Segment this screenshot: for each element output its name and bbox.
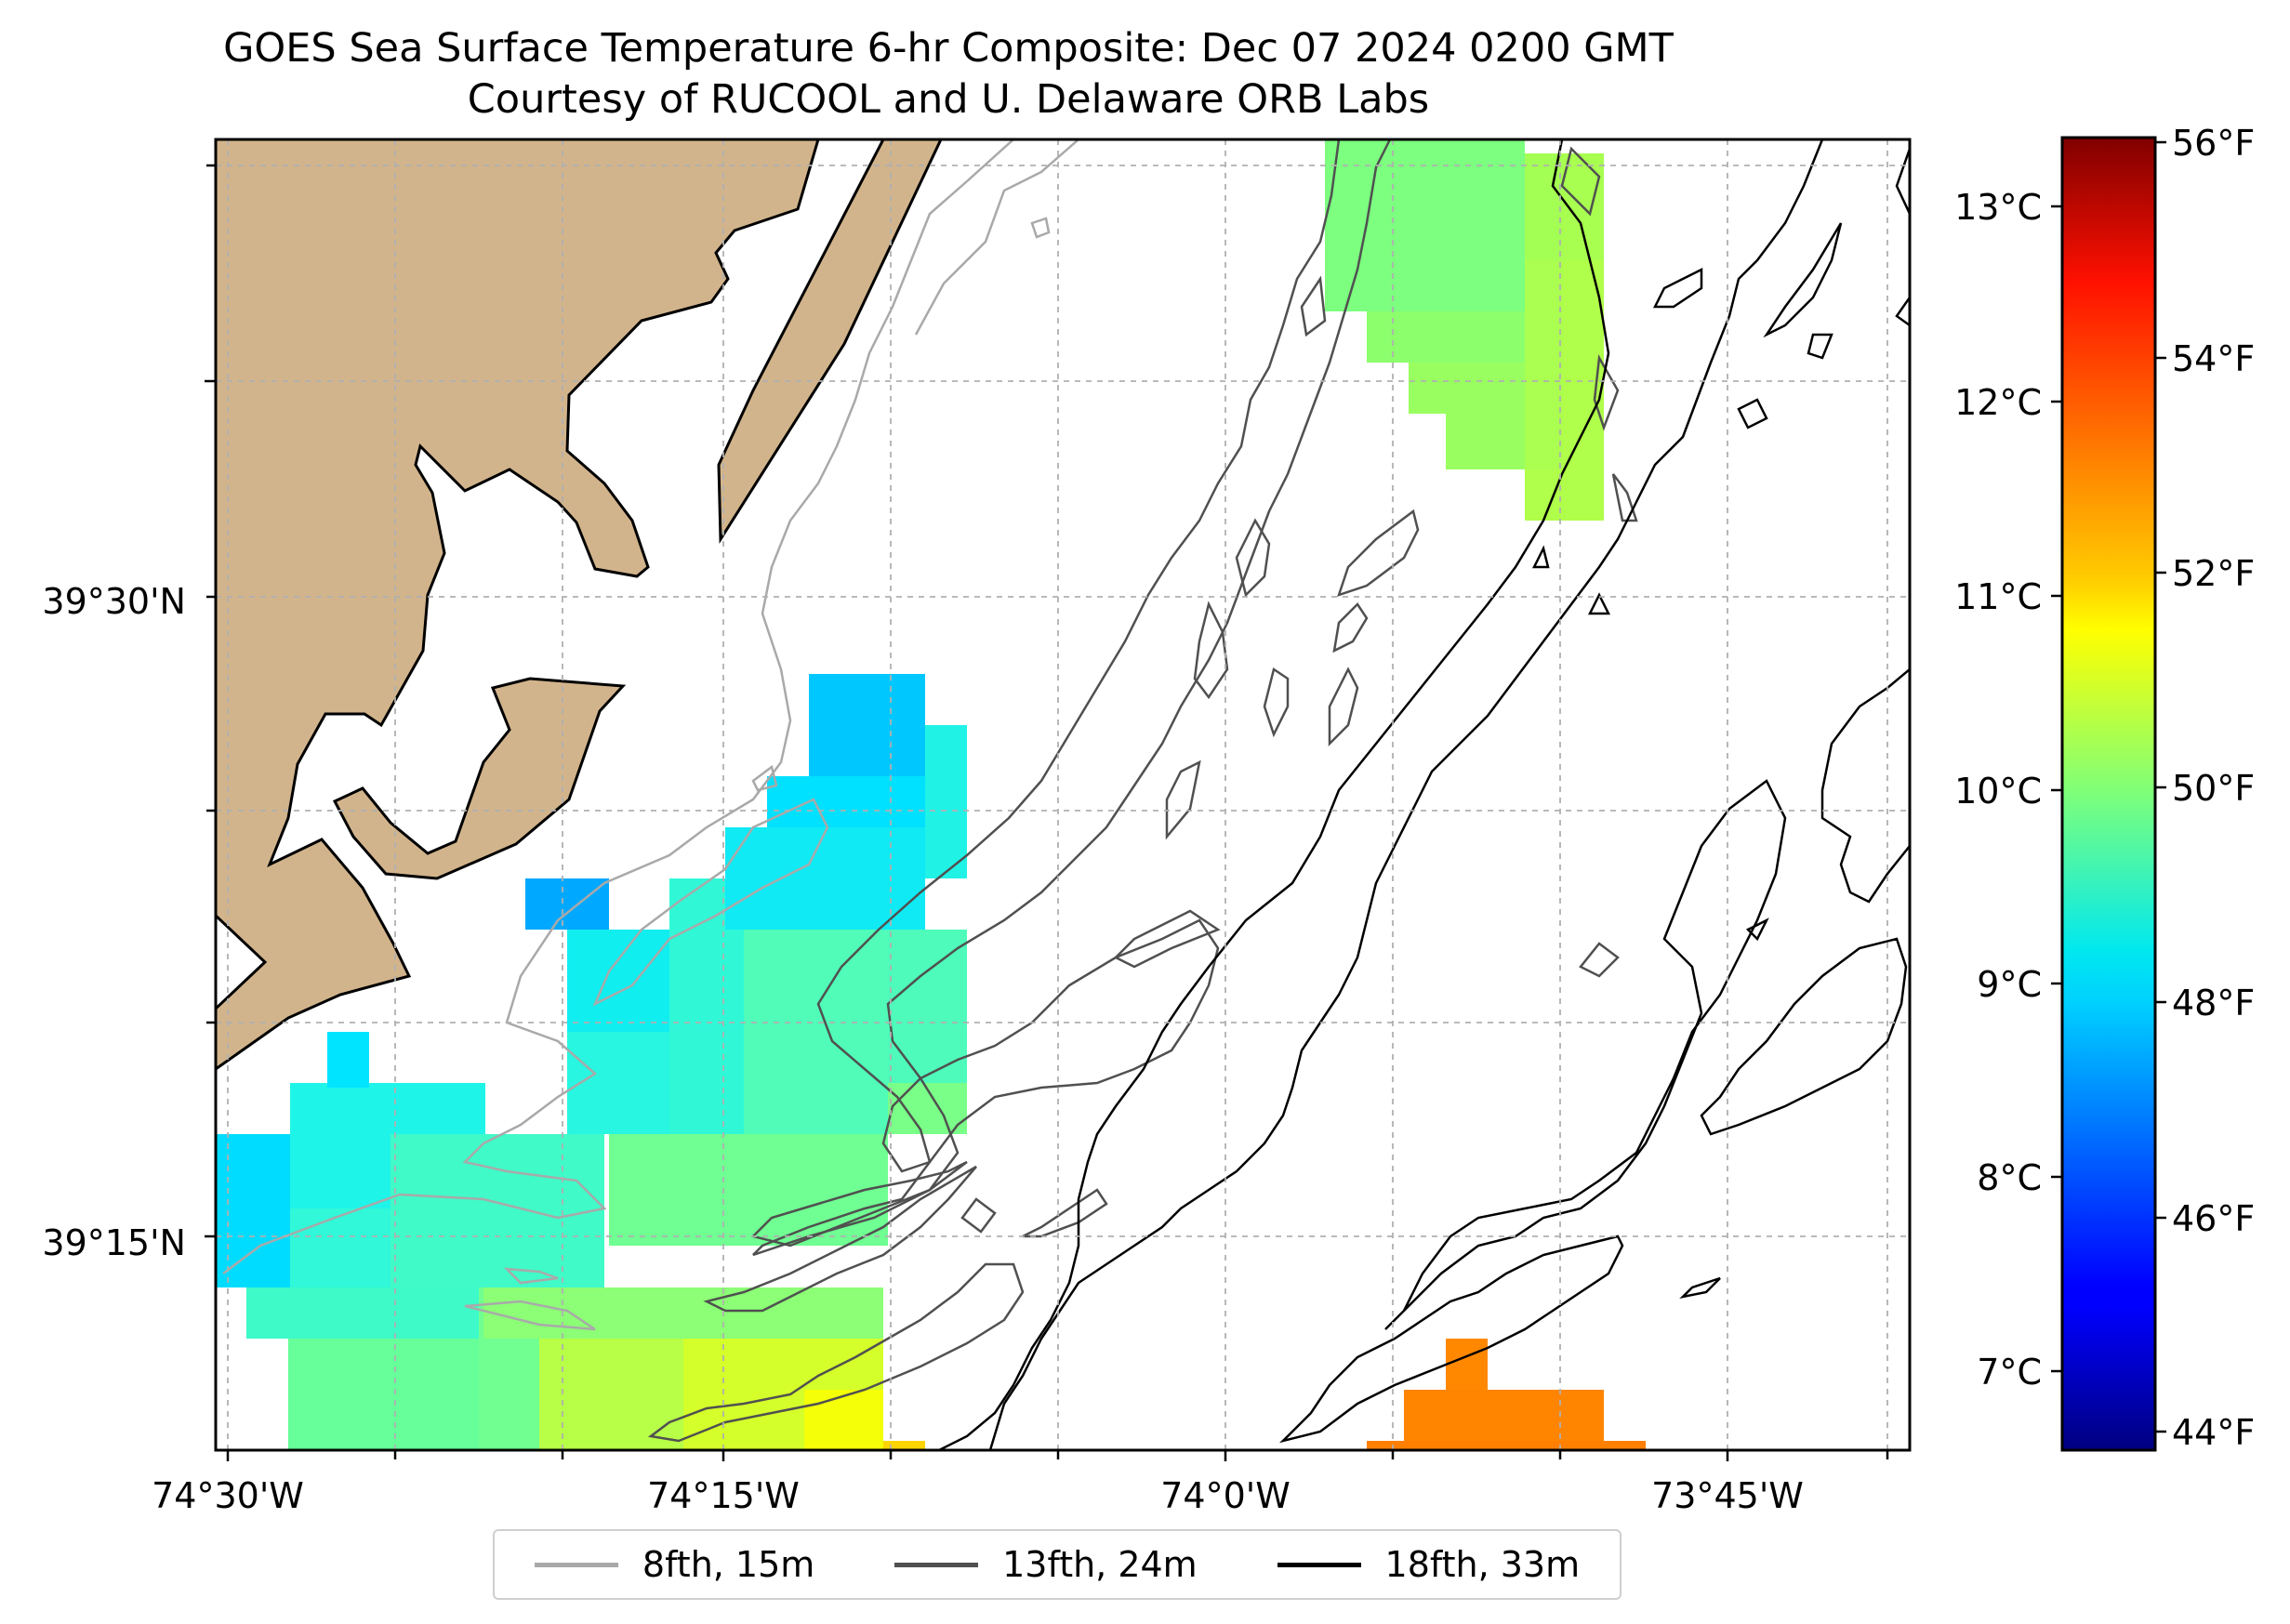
contour-8fth (222, 139, 1079, 1331)
colorbar-f-7: 44°F (2172, 1412, 2255, 1453)
contour-18fth (938, 139, 1910, 1450)
colorbar-c-3: 11°C (1954, 576, 2042, 617)
legend-label-8fth: 8fth, 15m (642, 1544, 815, 1585)
colorbar-c-1: 13°C (1954, 187, 2042, 228)
colorbar-f-3: 52°F (2172, 553, 2255, 594)
legend-swatch-8fth (534, 1562, 618, 1567)
colorbar-c-6: 8°C (1977, 1157, 2042, 1198)
map-frame (214, 138, 1912, 1452)
map-area (216, 139, 1910, 1450)
map-ticks (205, 164, 1889, 1461)
colorbar-f-5: 48°F (2172, 983, 2255, 1023)
colorbar: 56°F 54°F 52°F 50°F 48°F 46°F 44°F 13°C … (1954, 123, 2255, 1453)
legend-swatch-18fth (1277, 1562, 1361, 1567)
lon-label-4: 73°45'W (1651, 1475, 1804, 1516)
colorbar-c-5: 9°C (1977, 964, 2042, 1005)
legend-item-8fth: 8fth, 15m (534, 1544, 815, 1585)
legend-item-18fth: 18fth, 33m (1277, 1544, 1581, 1585)
graticule (216, 139, 1910, 1450)
colorbar-gradient (2060, 136, 2157, 1452)
chart-subtitle: Courtesy of RUCOOL and U. Delaware ORB L… (467, 76, 1430, 123)
colorbar-c-7: 7°C (1977, 1352, 2042, 1393)
colorbar-c-4: 10°C (1954, 771, 2042, 812)
legend-label-13fth: 13fth, 24m (1002, 1544, 1198, 1585)
colorbar-f-6: 46°F (2172, 1198, 2255, 1239)
colorbar-f-1: 56°F (2172, 123, 2255, 164)
colorbar-f-4: 50°F (2172, 768, 2255, 809)
lon-label-2: 74°15'W (647, 1475, 800, 1516)
legend-swatch-13fth (894, 1562, 979, 1567)
sst-pixels (216, 139, 1646, 1450)
lat-label-2: 39°15'N (42, 1222, 186, 1263)
lon-label-3: 74°0'W (1160, 1475, 1291, 1516)
chart-title: GOES Sea Surface Temperature 6-hr Compos… (223, 25, 1674, 72)
contour-13fth (647, 139, 1638, 1443)
land-areas (216, 139, 943, 1071)
colorbar-c-2: 12°C (1954, 382, 2042, 423)
lon-label-1: 74°30'W (152, 1475, 304, 1516)
legend: 8fth, 15m 13fth, 24m 18fth, 33m (493, 1529, 1622, 1600)
legend-item-13fth: 13fth, 24m (894, 1544, 1198, 1585)
lat-label-1: 39°30'N (42, 581, 186, 622)
legend-label-18fth: 18fth, 33m (1384, 1544, 1581, 1585)
colorbar-f-2: 54°F (2172, 338, 2255, 379)
